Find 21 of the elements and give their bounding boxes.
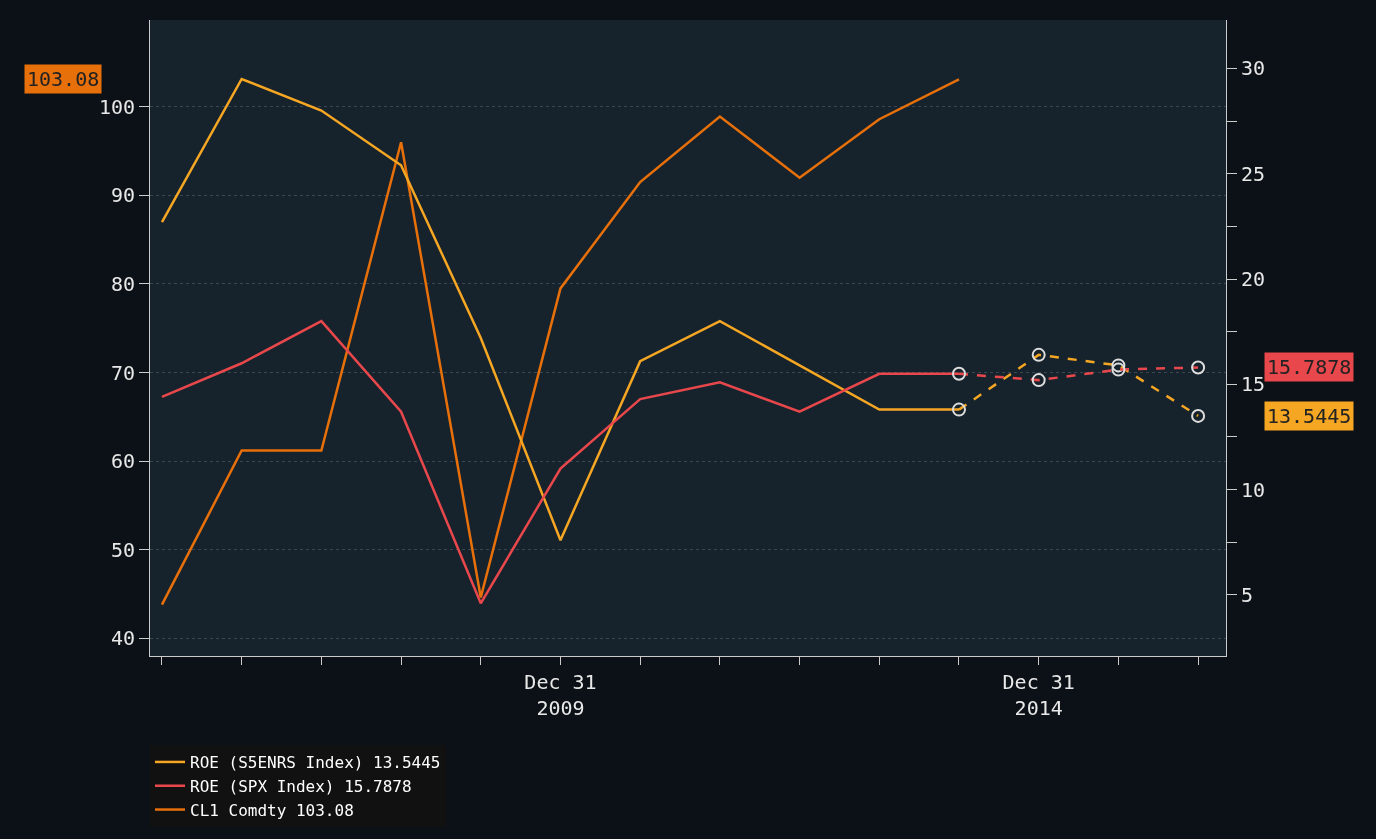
legend-label: ROE (S5ENRS Index) 13.5445 (190, 753, 441, 773)
y2-tick-label: 10 (1241, 477, 1266, 502)
y-tick-label: 80 (110, 271, 135, 296)
y2-tick-label: 30 (1241, 56, 1266, 81)
y2-tick-label: 5 (1241, 582, 1254, 607)
text: 15.7878 (1267, 355, 1352, 379)
y2-tick-label: 15 (1241, 372, 1266, 397)
y-tick-label: 70 (110, 360, 135, 385)
y-tick-label: 50 (110, 537, 135, 562)
y-tick-label: 40 (110, 626, 135, 651)
y2-tick-label: 25 (1241, 161, 1266, 186)
text: 13.5445 (1267, 404, 1352, 428)
x-tick-label: Dec 31 2009 (524, 670, 597, 720)
y2-tick-label: 20 (1241, 267, 1266, 292)
y-tick-label: 100 (98, 94, 135, 119)
y-tick-label: 90 (110, 183, 135, 208)
text: 103.08 (27, 67, 100, 91)
legend-label: ROE (SPX Index) 15.7878 (190, 776, 412, 796)
legend-label: CL1 Comdty 103.08 (190, 800, 354, 820)
x-tick-label: Dec 31 2014 (1002, 670, 1075, 720)
y-tick-label: 60 (110, 449, 135, 474)
